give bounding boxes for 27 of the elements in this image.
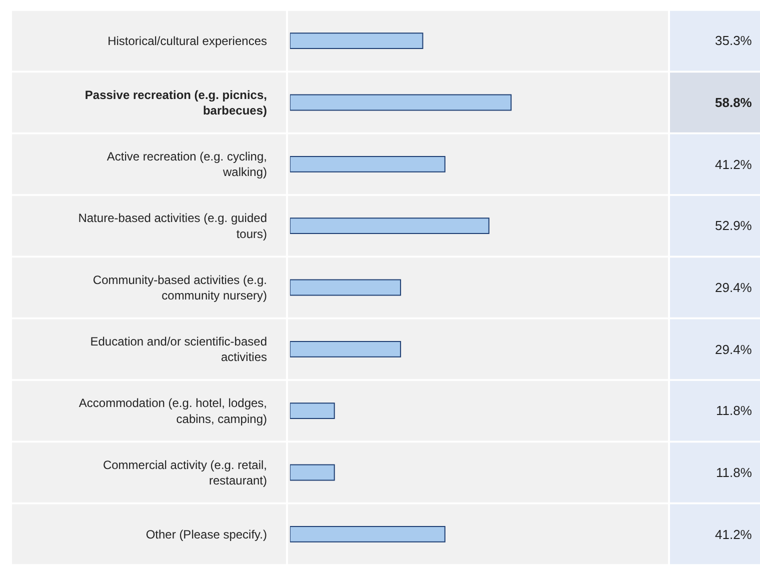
y-tick-label: Accommodation (e.g. hotel, lodges, cabins, camping): [78, 396, 267, 426]
bar: [290, 156, 446, 172]
data-label: 52.9%: [715, 218, 752, 233]
bar: [290, 464, 335, 481]
data-label: 29.4%: [715, 280, 752, 295]
bar: [290, 32, 424, 50]
data-label: 41.2%: [715, 157, 752, 172]
bar: [290, 340, 402, 358]
bar: [290, 402, 335, 420]
bar: [290, 94, 512, 111]
bar: [290, 279, 402, 296]
data-label: 11.8%: [716, 403, 752, 418]
y-tick-label: Nature-based activities (e.g. guided tours): [78, 211, 267, 241]
y-tick-label: Active recreation (e.g. cycling, walking): [106, 150, 268, 180]
bar: [290, 218, 490, 234]
y-tick-label: Commercial activity (e.g. retail, restaurant): [102, 458, 267, 488]
data-label: 35.3%: [715, 33, 752, 48]
y-tick-label: Community-based activities (e.g. community nursery): [92, 272, 267, 302]
y-tick-label: Education and/or scientific-based activities: [90, 334, 267, 364]
data-label: 58.8%: [715, 95, 752, 110]
y-tick-label: Other (Please specify.): [146, 527, 267, 542]
data-label: 11.8%: [716, 465, 752, 480]
data-label: 41.2%: [715, 527, 752, 542]
bar: [290, 526, 446, 542]
y-tick-label: Historical/cultural experiences: [108, 34, 267, 48]
y-tick-label: Passive recreation (e.g. picnics, barbecues): [84, 88, 267, 118]
data-label: 29.4%: [715, 342, 752, 357]
